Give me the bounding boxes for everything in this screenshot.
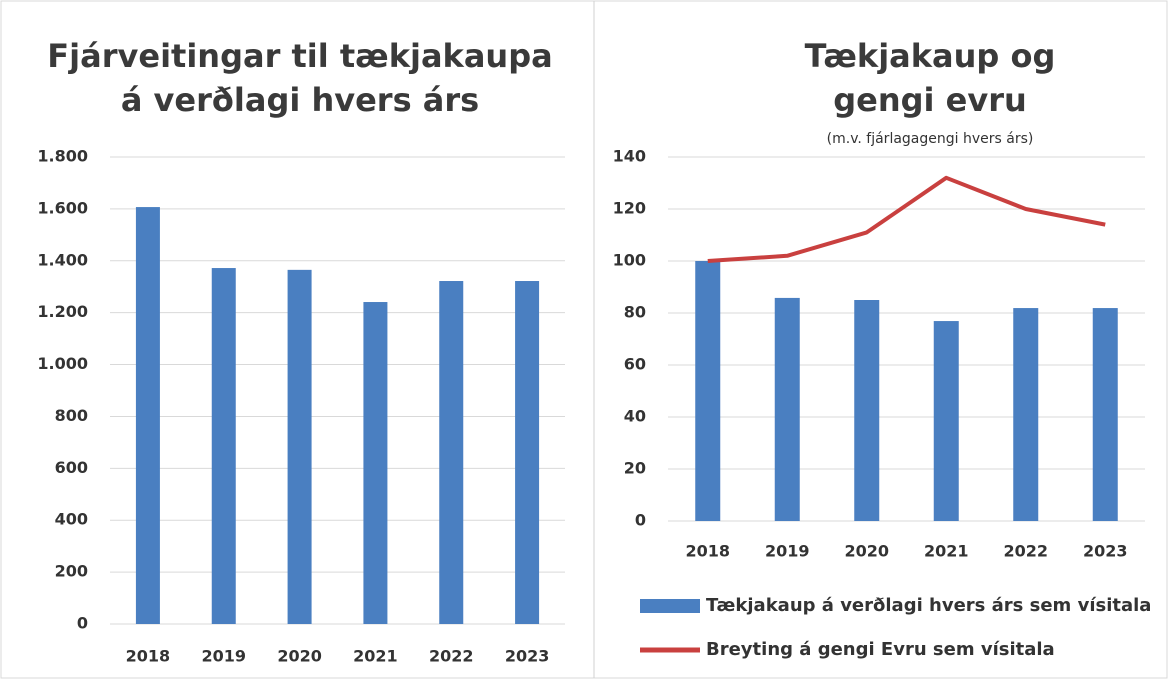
bar xyxy=(933,321,959,521)
x-tick-label: 2022 xyxy=(429,647,474,666)
y-tick-label: 1.800 xyxy=(37,147,88,166)
bar xyxy=(287,269,312,624)
line xyxy=(707,175,1106,263)
y-tick-label: 1.000 xyxy=(37,354,88,373)
y-tick-label: 120 xyxy=(613,199,646,218)
y-tick-label: 140 xyxy=(613,147,646,166)
bar xyxy=(774,297,800,521)
x-tick-label: 2019 xyxy=(765,542,810,561)
y-tick-label: 0 xyxy=(77,614,88,633)
x-tick-label: 2021 xyxy=(924,542,969,561)
x-tick-label: 2018 xyxy=(685,542,730,561)
y-tick-label: 200 xyxy=(55,562,88,581)
x-tick-label: 2021 xyxy=(353,647,398,666)
y-tick-label: 20 xyxy=(624,459,646,478)
x-tick-label: 2023 xyxy=(505,647,550,666)
y-tick-label: 800 xyxy=(55,406,88,425)
y-tick-label: 1.400 xyxy=(37,250,88,269)
x-tick-label: 2023 xyxy=(1083,542,1128,561)
y-tick-label: 0 xyxy=(635,511,646,530)
x-tick-label: 2020 xyxy=(844,542,889,561)
y-tick-label: 100 xyxy=(613,251,646,270)
y-tick-label: 600 xyxy=(55,458,88,477)
chart-title: Tækjakaup og xyxy=(805,37,1056,75)
y-tick-label: 1.600 xyxy=(37,198,88,217)
chart-subtitle: (m.v. fjárlagagengi hvers árs) xyxy=(827,131,1034,147)
bar xyxy=(211,268,236,624)
legend-swatch xyxy=(640,599,700,613)
bar xyxy=(515,281,540,624)
bar xyxy=(363,302,388,624)
x-tick-label: 2022 xyxy=(1003,542,1048,561)
chart-title: gengi evru xyxy=(833,81,1027,119)
legend-label: Tækjakaup á verðlagi hvers árs sem vísit… xyxy=(706,595,1151,616)
bar xyxy=(135,207,160,624)
bar xyxy=(439,281,464,624)
bar xyxy=(1013,308,1039,521)
bar xyxy=(854,300,880,521)
x-tick-label: 2020 xyxy=(277,647,322,666)
y-tick-label: 1.200 xyxy=(37,302,88,321)
y-tick-label: 40 xyxy=(624,407,646,426)
bar xyxy=(695,261,721,521)
x-tick-label: 2019 xyxy=(201,647,246,666)
bar xyxy=(1092,308,1118,521)
chart-title: á verðlagi hvers árs xyxy=(121,81,479,119)
y-tick-label: 400 xyxy=(55,510,88,529)
x-tick-label: 2018 xyxy=(126,647,171,666)
legend-label: Breyting á gengi Evru sem vísitala xyxy=(706,639,1055,660)
chart-title: Fjárveitingar til tækjakaupa xyxy=(47,37,552,75)
y-tick-label: 60 xyxy=(624,355,646,374)
y-tick-label: 80 xyxy=(624,303,646,322)
